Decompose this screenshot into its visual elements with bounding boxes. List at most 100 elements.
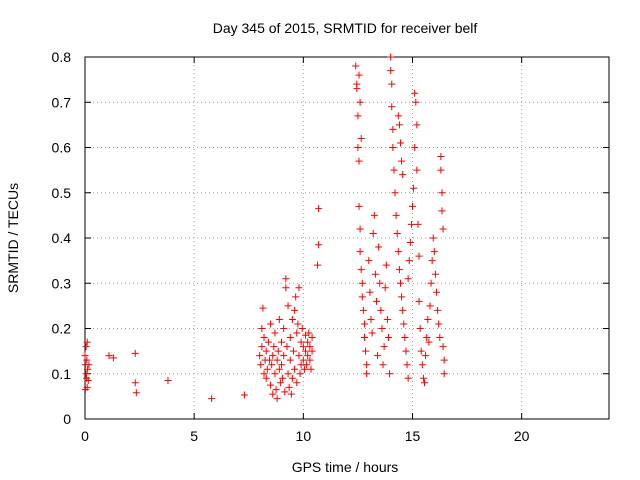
data-point: [360, 334, 368, 342]
data-point: [411, 89, 419, 97]
data-point: [280, 325, 288, 332]
data-point: [379, 361, 387, 369]
data-point: [357, 134, 365, 142]
y-tick-label: 0.1: [52, 366, 72, 382]
data-point: [367, 315, 375, 323]
data-point: [366, 288, 374, 296]
y-tick-label: 0.3: [52, 275, 72, 291]
data-point: [279, 374, 287, 382]
data-point: [258, 325, 266, 332]
data-point: [410, 184, 418, 192]
data-point: [426, 302, 434, 310]
data-point: [425, 338, 433, 346]
data-point: [390, 166, 398, 174]
data-points: [81, 53, 448, 403]
data-point: [267, 381, 275, 389]
data-point: [409, 202, 416, 210]
data-point: [262, 374, 270, 382]
data-point: [394, 248, 402, 256]
data-point: [356, 225, 364, 233]
data-point: [105, 352, 113, 360]
data-point: [287, 390, 295, 398]
data-point: [81, 352, 89, 360]
data-point: [258, 343, 266, 351]
data-point: [429, 234, 437, 242]
data-point: [421, 379, 429, 387]
data-point: [269, 352, 277, 360]
data-point: [362, 347, 370, 355]
data-point: [208, 395, 216, 403]
data-point: [315, 205, 323, 213]
x-tick-label: 0: [81, 428, 89, 444]
data-point: [419, 374, 427, 382]
data-point: [284, 302, 292, 310]
data-point: [427, 279, 435, 287]
data-point: [268, 361, 276, 369]
data-point: [296, 370, 304, 378]
data-point: [306, 356, 314, 364]
data-point: [272, 386, 280, 394]
data-point: [263, 365, 271, 373]
data-point: [393, 229, 401, 237]
data-point: [387, 53, 395, 61]
data-point: [399, 306, 407, 314]
x-tick-label: 5: [190, 428, 198, 444]
data-point: [294, 320, 302, 328]
data-point: [392, 211, 400, 219]
data-point: [352, 62, 360, 70]
data-point: [430, 248, 438, 256]
data-point: [273, 356, 281, 364]
data-point: [416, 325, 424, 332]
data-point: [288, 315, 296, 323]
data-point: [357, 266, 365, 274]
data-point: [355, 157, 363, 165]
data-point: [412, 98, 420, 106]
data-point: [389, 144, 397, 151]
x-tick-labels: 0 5 10 15 20: [81, 428, 530, 444]
data-point: [281, 388, 289, 396]
data-point: [368, 329, 376, 337]
data-point: [437, 153, 445, 161]
data-point: [371, 270, 379, 278]
data-point: [295, 284, 303, 292]
data-point: [387, 67, 395, 75]
data-point: [415, 252, 423, 260]
data-point: [291, 365, 299, 373]
y-tick-label: 0.6: [52, 140, 72, 156]
data-point: [81, 386, 89, 394]
data-point: [356, 98, 364, 106]
data-point: [276, 379, 284, 387]
data-point: [291, 306, 299, 314]
data-point: [375, 243, 383, 251]
data-point: [269, 390, 277, 398]
data-point: [288, 374, 296, 382]
data-point: [414, 220, 422, 228]
y-tick-label: 0.8: [52, 49, 72, 65]
data-point: [365, 257, 373, 265]
data-point: [307, 365, 315, 373]
data-point: [290, 347, 298, 355]
data-point: [440, 356, 448, 364]
y-tick-label: 0.2: [52, 321, 72, 337]
data-point: [304, 352, 312, 360]
data-point: [378, 325, 386, 332]
data-point: [438, 207, 446, 215]
data-point: [388, 80, 396, 88]
data-point: [260, 370, 268, 378]
data-point: [405, 257, 413, 265]
data-point: [284, 370, 292, 378]
data-point: [308, 347, 316, 355]
data-point: [83, 338, 91, 346]
data-point: [396, 279, 404, 287]
data-point: [264, 338, 272, 346]
data-point: [374, 352, 382, 360]
data-point: [304, 338, 312, 346]
data-point: [262, 347, 270, 355]
data-point: [308, 334, 316, 342]
data-point: [83, 356, 91, 364]
data-point: [303, 361, 311, 369]
data-point: [280, 352, 288, 360]
data-point: [298, 325, 306, 332]
